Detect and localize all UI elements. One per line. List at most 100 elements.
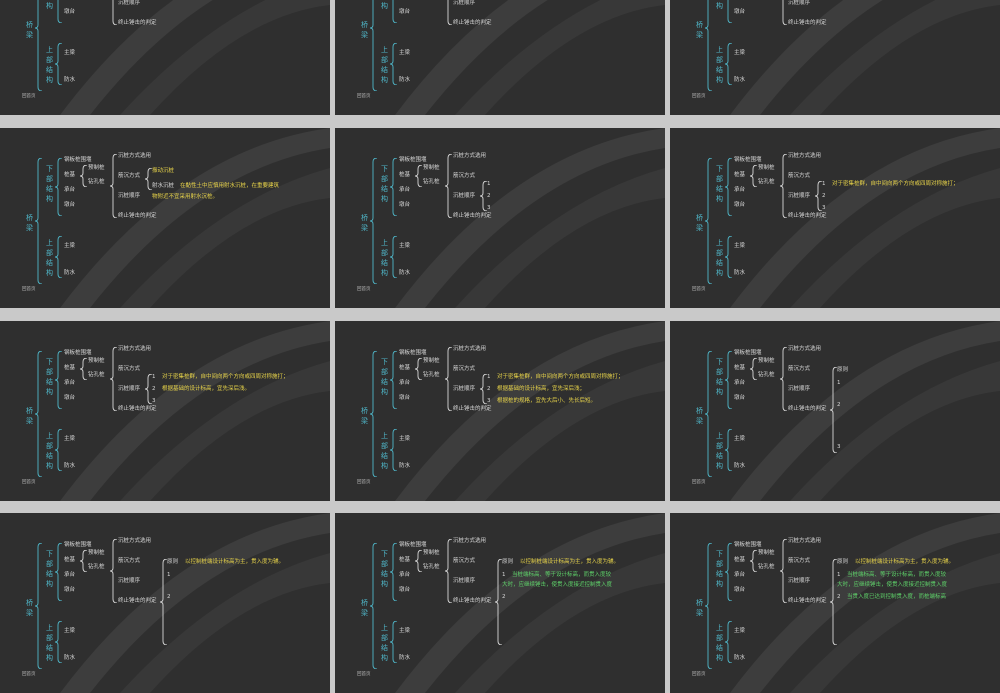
- back-home-link[interactable]: 回首页: [357, 480, 371, 485]
- item-pile-cap: 承台: [734, 187, 746, 193]
- back-home-link[interactable]: 回首页: [692, 287, 706, 292]
- back-home-link[interactable]: 回首页: [357, 287, 371, 292]
- label-bridge: 桥梁: [696, 214, 703, 233]
- order-rule-2: 根据基础的设计标高，宜先深后浅；: [497, 386, 586, 392]
- order-2: 2: [152, 386, 156, 392]
- label-superstructure: 上部结构: [46, 432, 53, 471]
- brace-pile: [80, 550, 88, 572]
- stop-principle-text: 以控制桩端设计标高为主，贯入度为辅。: [855, 559, 955, 565]
- label-superstructure: 上部结构: [46, 239, 53, 278]
- item-pile-order: 沉桩顺序: [118, 193, 141, 199]
- item-pier-body: 墩台: [64, 587, 76, 593]
- slide-thumbnail-5[interactable]: 桥梁 下部结构 上部结构 钢板桩围堰 桩基 承台 墩台 主梁 防水 预制桩 钻孔桩 沉桩方式选用 筋沉方…: [335, 128, 665, 308]
- item-stop-criteria: 终止锤击的判定: [453, 20, 492, 26]
- brace-sub: [725, 543, 733, 601]
- label-substructure: 下部结构: [381, 550, 388, 589]
- brace-sub: [390, 158, 398, 216]
- slide-thumbnail-12[interactable]: 桥梁 下部结构 上部结构 钢板桩围堰 桩基 承台 墩台 主梁 防水 预制桩 钻孔桩 沉桩方式选用 筋沉方…: [670, 513, 1000, 693]
- back-home-link[interactable]: 回首页: [22, 480, 36, 485]
- item-jet-note-1: 在黏性土中应慎用射水沉桩，在重要建筑: [180, 183, 280, 189]
- item-pile-cap: 承台: [399, 380, 411, 386]
- item-driving-method: 筋沉方式: [788, 366, 811, 372]
- label-bridge: 桥梁: [26, 599, 33, 618]
- item-precast-pile: 预制桩: [758, 165, 775, 171]
- back-home-link[interactable]: 回首页: [22, 94, 36, 99]
- item-pile-cap: 承台: [64, 187, 76, 193]
- stop-rule-1: 当桩端标高、等于设计标高，而贯入度较: [847, 572, 947, 578]
- item-waterproof: 防水: [64, 77, 76, 83]
- label-bridge: 桥梁: [26, 21, 33, 40]
- brace-super: [390, 429, 398, 471]
- slide-thumbnail-2[interactable]: 桥梁下部结构上部结构钢板桩围堰桩基承台墩台主梁防水预制桩钻孔桩沉桩方式选用筋沉方…: [335, 0, 665, 115]
- item-pile-cap: 承台: [64, 380, 76, 386]
- back-home-link[interactable]: 回首页: [22, 287, 36, 292]
- slide-thumbnail-1[interactable]: 桥梁下部结构上部结构钢板桩围堰桩基承台墩台主梁防水预制桩钻孔桩沉桩方式选用筋沉方…: [0, 0, 330, 115]
- slide-thumbnail-9[interactable]: 桥梁 下部结构 上部结构 钢板桩围堰 桩基 承台 墩台 主梁 防水 预制桩 钻孔桩 沉桩方式选用 筋沉方…: [670, 321, 1000, 501]
- item-pile-order: 沉桩顺序: [788, 386, 811, 392]
- label-superstructure: 上部结构: [716, 432, 723, 471]
- item-pile-order: 沉桩顺序: [118, 578, 141, 584]
- back-home-link[interactable]: 回首页: [692, 672, 706, 677]
- brace-order: [480, 374, 488, 404]
- stop-principle: 原则: [502, 559, 514, 565]
- item-pier-body: 墩台: [64, 9, 76, 15]
- brace-sub: [390, 351, 398, 409]
- item-bored-pile: 钻孔桩: [88, 179, 105, 185]
- item-pile-foundation: 桩基: [399, 172, 411, 178]
- item-bored-pile: 钻孔桩: [88, 564, 105, 570]
- brace-pile: [750, 165, 758, 187]
- brace-stop: [830, 367, 838, 453]
- brace-bridge: [35, 158, 43, 284]
- stop-rule-1b: 大时，应继续锤击，使贯入度接近控制贯入度: [837, 582, 948, 588]
- brace-super: [390, 621, 398, 663]
- item-precast-pile: 预制桩: [758, 358, 775, 364]
- item-pile-foundation: 桩基: [64, 172, 76, 178]
- slide-thumbnail-10[interactable]: 桥梁 下部结构 上部结构 钢板桩围堰 桩基 承台 墩台 主梁 防水 预制桩 钻孔桩 沉桩方式选用 筋沉方…: [0, 513, 330, 693]
- label-substructure: 下部结构: [716, 0, 723, 11]
- item-pile-order: 沉桩顺序: [118, 386, 141, 392]
- item-stop-criteria: 终止锤击的判定: [453, 406, 492, 412]
- brace-sub: [392, 0, 398, 23]
- item-driving-method: 筋沉方式: [788, 173, 811, 179]
- label-substructure: 下部结构: [46, 165, 53, 204]
- back-home-link[interactable]: 回首页: [22, 672, 36, 677]
- item-bored-pile: 钻孔桩: [423, 179, 440, 185]
- label-bridge: 桥梁: [26, 407, 33, 426]
- item-waterproof: 防水: [399, 655, 411, 661]
- item-precast-pile: 预制桩: [88, 165, 105, 171]
- brace-sub: [55, 158, 63, 216]
- back-home-link[interactable]: 回首页: [357, 672, 371, 677]
- item-pile-cap: 承台: [64, 572, 76, 578]
- slide-thumbnail-7[interactable]: 桥梁 下部结构 上部结构 钢板桩围堰 桩基 承台 墩台 主梁 防水 预制桩 钻孔桩 沉桩方式选用 筋沉方…: [0, 321, 330, 501]
- item-method-select: 沉桩方式选用: [118, 153, 152, 159]
- item-jet: 射水沉桩: [152, 183, 175, 189]
- stop-item-2: 2: [167, 594, 171, 600]
- slide-thumbnail-4[interactable]: 桥梁 下部结构 上部结构 钢板桩围堰 桩基 承台 墩台 主梁 防水 预制桩 钻孔桩 沉桩方式选用 筋沉方…: [0, 128, 330, 308]
- order-1: 1: [822, 181, 826, 187]
- item-precast-pile: 预制桩: [88, 358, 105, 364]
- brace-pile: [415, 358, 423, 380]
- slide-thumbnail-3[interactable]: 桥梁下部结构上部结构钢板桩围堰桩基承台墩台主梁防水预制桩钻孔桩沉桩方式选用筋沉方…: [670, 0, 1000, 115]
- item-method-select: 沉桩方式选用: [788, 346, 822, 352]
- brace-sub: [57, 0, 63, 23]
- brace-method: [145, 168, 153, 190]
- slide-thumbnail-11[interactable]: 桥梁 下部结构 上部结构 钢板桩围堰 桩基 承台 墩台 主梁 防水 预制桩 钻孔桩 沉桩方式选用 筋沉方…: [335, 513, 665, 693]
- label-superstructure: 上部结构: [381, 239, 388, 278]
- item-cofferdam: 钢板桩围堰: [399, 157, 427, 163]
- label-superstructure: 上部结构: [716, 46, 723, 85]
- back-home-link[interactable]: 回首页: [692, 480, 706, 485]
- back-home-link[interactable]: 回首页: [692, 94, 706, 99]
- brace-super: [725, 429, 733, 471]
- item-driving-method: 筋沉方式: [118, 558, 141, 564]
- item-driving-method: 筋沉方式: [118, 366, 141, 372]
- item-pile-order: 沉桩顺序: [453, 193, 476, 199]
- item-cofferdam: 钢板桩围堰: [734, 542, 762, 548]
- slide-thumbnail-8[interactable]: 桥梁 下部结构 上部结构 钢板桩围堰 桩基 承台 墩台 主梁 防水 预制桩 钻孔桩 沉桩方式选用 筋沉方…: [335, 321, 665, 501]
- item-pile-cap: 承台: [399, 187, 411, 193]
- back-home-link[interactable]: 回首页: [357, 94, 371, 99]
- item-pier-body: 墩台: [399, 587, 411, 593]
- item-driving-method: 筋沉方式: [453, 366, 476, 372]
- brace-bridge: [705, 158, 713, 284]
- slide-thumbnail-6[interactable]: 桥梁 下部结构 上部结构 钢板桩围堰 桩基 承台 墩台 主梁 防水 预制桩 钻孔桩 沉桩方式选用 筋沉方…: [670, 128, 1000, 308]
- item-waterproof: 防水: [64, 655, 76, 661]
